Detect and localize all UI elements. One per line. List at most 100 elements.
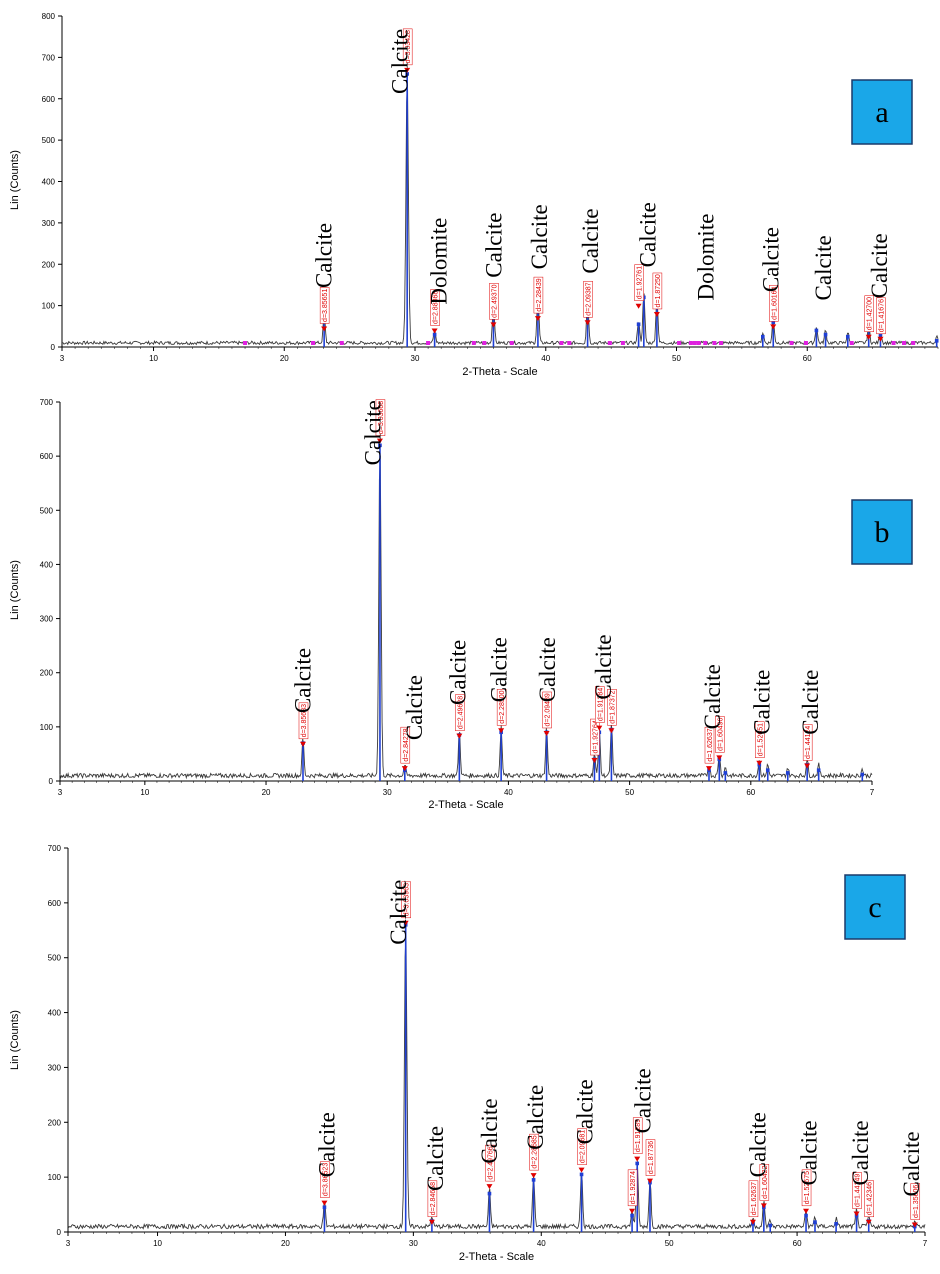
d-spacing-label: d=1.92761	[634, 264, 644, 301]
x-axis-title: 2-Theta - Scale	[459, 1251, 534, 1263]
d-spacing-box	[632, 1117, 643, 1154]
panel-badge-label: b	[875, 516, 890, 549]
phase-label: Calcite	[446, 640, 471, 705]
d-spacing-label: d=1.87372	[607, 689, 617, 726]
y-tick-label: 500	[40, 506, 54, 515]
d-spacing-text: d=3.03963	[404, 883, 411, 916]
x-tick-label: 7	[870, 788, 875, 797]
d-spacing-text: d=3.03428	[405, 30, 412, 63]
d-spacing-marker	[321, 1200, 328, 1206]
minor-phase-marker	[620, 341, 625, 345]
peak-point	[487, 1191, 492, 1196]
d-spacing-marker	[591, 758, 598, 764]
d-spacing-marker	[608, 728, 615, 734]
panel-badge-label: c	[868, 891, 881, 924]
d-spacing-label: d=2.49370	[489, 283, 499, 320]
d-spacing-box	[645, 1139, 656, 1176]
phase-label: Calcite	[636, 202, 661, 267]
peak-point	[771, 320, 776, 324]
d-spacing-marker	[756, 760, 763, 766]
d-spacing-text: d=2.49628	[457, 696, 464, 729]
phase-label: Calcite	[314, 1112, 339, 1177]
y-tick-label: 0	[57, 1228, 62, 1237]
y-tick-label: 200	[40, 669, 54, 678]
phase-label: Calcite	[573, 1079, 598, 1144]
d-spacing-marker	[877, 336, 884, 342]
xrd-panel-b: 0 100 200 300 400 500 600 700 3 10 20 30 40 50 60 7 2-Th…	[9, 398, 913, 811]
phase-label: Calcite	[591, 634, 616, 699]
x-tick-label: 30	[383, 788, 392, 797]
d-spacing-label: d=2.49628	[455, 694, 465, 731]
d-spacing-text: d=3.86523	[322, 1163, 329, 1196]
y-tick-label: 300	[40, 615, 54, 624]
d-spacing-label: d=2.49766	[485, 1144, 495, 1182]
x-tick-label: 30	[409, 1239, 418, 1248]
d-spacing-text: d=1.44124	[805, 726, 812, 759]
phase-label: Dolomite	[693, 214, 718, 301]
phase-label: Calcite	[527, 204, 552, 269]
d-spacing-label: d=1.60422	[759, 1164, 770, 1201]
panel-badge	[851, 79, 913, 145]
d-spacing-box	[319, 287, 330, 324]
minor-phase-marker	[692, 341, 697, 345]
d-spacing-label: d=1.35606	[910, 1183, 921, 1220]
d-spacing-box	[748, 1180, 759, 1218]
d-spacing-box	[375, 399, 386, 436]
d-spacing-text: d=1.60496	[717, 717, 724, 750]
d-spacing-marker	[401, 766, 408, 772]
x-tick-label: 50	[665, 1239, 674, 1248]
minor-phase-marker	[911, 341, 916, 345]
y-axis-title: Lin (Counts)	[9, 1010, 21, 1070]
d-spacing-text: d=2.49766	[487, 1146, 494, 1179]
phase-label: Calcite	[423, 1126, 448, 1191]
d-spacing-marker	[530, 1173, 537, 1179]
xrd-panel-c: 0 100 200 300 400 500 600 700 3 10 20 30 40 50 60 7 2-Th…	[9, 844, 928, 1263]
d-spacing-marker	[543, 730, 550, 736]
peak-point	[432, 332, 437, 337]
peak-point	[531, 1178, 536, 1182]
phase-label: Calcite	[387, 29, 412, 94]
y-tick-label: 600	[48, 899, 62, 908]
d-spacing-text: d=1.52651	[757, 723, 764, 756]
d-spacing-box	[401, 881, 411, 919]
d-spacing-box	[400, 726, 411, 764]
x-tick-label: 40	[537, 1239, 546, 1248]
x-tick-label: 3	[66, 1239, 71, 1248]
d-spacing-box	[402, 28, 413, 66]
d-spacing-text: d=2.88868	[433, 291, 440, 324]
d-spacing-text: d=1.41676	[878, 299, 885, 332]
diffraction-trace	[59, 455, 873, 780]
d-spacing-box	[489, 283, 499, 320]
peak-point	[860, 772, 865, 777]
d-spacing-box	[864, 295, 874, 332]
d-spacing-box	[529, 1133, 539, 1171]
minor-phase-marker	[703, 341, 708, 345]
d-spacing-box	[876, 297, 886, 335]
panel-badge	[844, 874, 906, 940]
d-spacing-marker	[490, 322, 497, 328]
d-spacing-marker	[804, 763, 811, 769]
d-spacing-label: d=2.84668	[427, 1180, 438, 1218]
d-spacing-marker	[803, 1208, 810, 1214]
phase-label: Dolomite	[427, 218, 452, 305]
d-spacing-marker	[456, 733, 463, 739]
d-spacing-text: d=2.09681	[580, 1130, 587, 1163]
peak-point	[878, 332, 883, 337]
d-spacing-marker	[486, 1184, 493, 1190]
d-spacing-label: d=2.09439	[542, 691, 552, 729]
y-tick-label: 300	[48, 1063, 62, 1072]
d-spacing-text: d=3.03668	[378, 401, 385, 434]
phase-label: Calcite	[899, 1131, 924, 1196]
y-tick-label: 400	[48, 1009, 62, 1018]
d-spacing-marker	[431, 328, 438, 334]
d-spacing-text: d=1.92761	[637, 266, 644, 299]
phase-label: Calcite	[523, 1085, 548, 1150]
y-tick-label: 700	[48, 844, 62, 853]
x-tick-label: 7	[923, 1239, 928, 1248]
y-tick-label: 500	[48, 954, 62, 963]
minor-phase-marker	[803, 341, 808, 345]
x-tick-label: 40	[541, 354, 550, 363]
minor-phase-marker	[339, 341, 344, 345]
d-spacing-marker	[865, 1219, 872, 1225]
